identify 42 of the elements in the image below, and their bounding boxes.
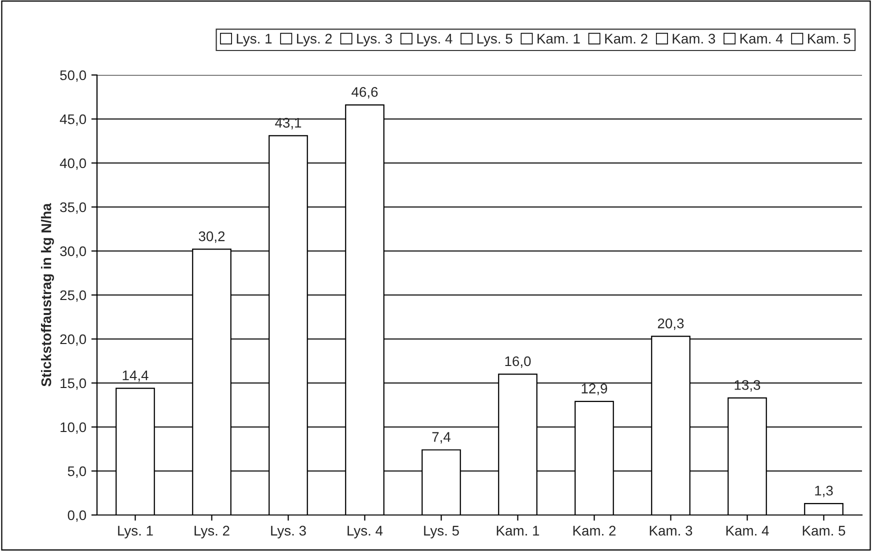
y-tick-label: 40,0 [60,158,86,170]
y-tick-label: 10,0 [60,422,86,434]
data-label: 7,4 [432,432,450,444]
legend-label: Kam. 5 [808,34,850,44]
legend-label: Kam. 2 [605,34,648,44]
x-tick-label: Kam. 2 [573,526,616,536]
x-tick-label: Kam. 4 [726,526,769,536]
x-tick-label: Kam. 5 [802,526,846,536]
y-axis-title: Stickstoffaustrag in kg N/ha [40,203,54,386]
data-label: 14,4 [122,370,148,382]
y-tick-label: 30,0 [60,246,86,258]
x-tick-label: Kam. 3 [650,526,692,536]
legend-label: Kam. 1 [538,34,580,44]
data-label: 16,0 [505,356,531,368]
data-label: 46,6 [352,87,378,99]
legend-label: Kam. 3 [672,34,716,44]
data-label: 13,3 [734,380,760,392]
legend-label: Lys. 2 [297,34,332,46]
x-tick-label: Lys. 5 [424,526,459,538]
y-tick-label: 20,0 [60,334,86,346]
data-label: 20,3 [658,318,684,330]
x-tick-label: Lys. 3 [271,526,306,538]
data-label: 30,2 [198,231,225,243]
x-tick-label: Lys. 1 [118,526,153,538]
legend-label: Kam. 4 [740,34,783,44]
x-tick-label: Kam. 1 [496,526,540,536]
x-tick-label: Lys. 4 [348,526,383,538]
legend-label: Lys. 4 [417,34,452,46]
y-tick-label: 0,0 [68,510,86,522]
y-tick-label: 50,0 [60,70,86,82]
legend-label: Lys. 5 [477,34,512,46]
y-tick-label: 45,0 [60,114,86,126]
data-label: 12,9 [582,384,608,396]
y-tick-label: 15,0 [60,378,86,390]
y-tick-label: 5,0 [68,466,86,478]
x-tick-label: Lys. 2 [194,526,230,538]
legend-label: Lys. 3 [357,34,392,46]
legend-label: Lys. 1 [236,34,272,46]
data-label: 1,3 [815,486,833,498]
y-tick-label: 35,0 [60,202,86,214]
data-label: 43,1 [275,118,302,130]
y-tick-label: 25,0 [60,290,86,302]
